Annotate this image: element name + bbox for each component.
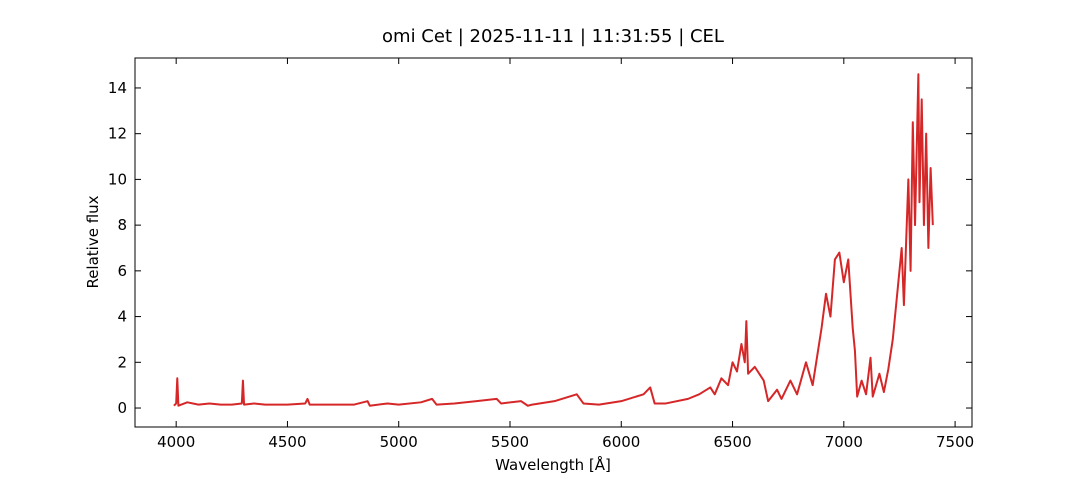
x-axis-label: Wavelength [Å]: [495, 455, 611, 474]
y-tick-label: 10: [108, 170, 127, 188]
y-tick-label: 14: [108, 79, 127, 97]
y-axis-label: Relative flux: [84, 195, 102, 288]
x-tick-label: 6500: [713, 433, 751, 451]
y-tick-label: 2: [117, 353, 127, 371]
y-tick-label: 0: [117, 399, 127, 417]
chart-title: omi Cet | 2025-11-11 | 11:31:55 | CEL: [382, 26, 724, 47]
spectrum-line: [173, 73, 934, 407]
x-tick-label: 7000: [825, 433, 863, 451]
y-tick-label: 8: [117, 216, 127, 234]
x-tick-label: 7500: [936, 433, 974, 451]
x-tick-label: 6000: [602, 433, 640, 451]
x-tick-label: 4500: [268, 433, 306, 451]
y-tick-label: 6: [117, 262, 127, 280]
plot-frame: [134, 57, 973, 428]
x-tick-label: 5000: [380, 433, 418, 451]
x-tick-label: 4000: [157, 433, 195, 451]
y-tick-label: 12: [108, 125, 127, 143]
x-tick-label: 5500: [491, 433, 529, 451]
y-tick-label: 4: [117, 308, 127, 326]
